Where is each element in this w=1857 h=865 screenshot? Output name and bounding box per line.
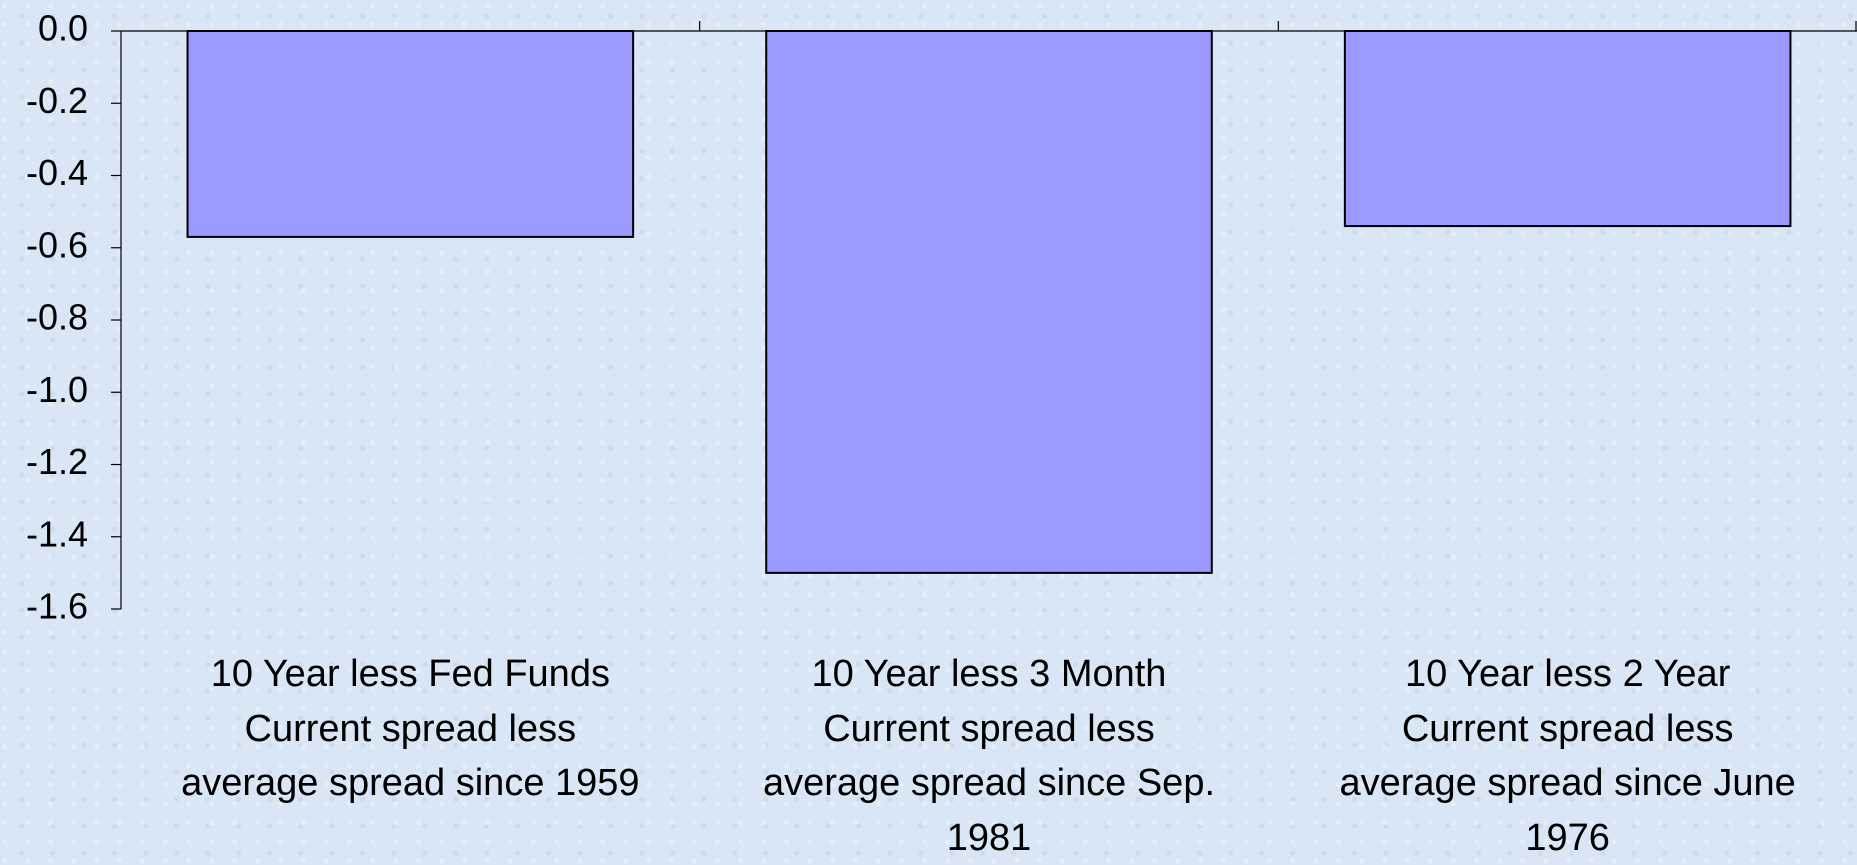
x-tick-label: 10 Year less 2 Year Current spread less … — [1339, 653, 1796, 859]
y-tick-label: -0.8 — [26, 297, 88, 338]
y-tick-label: -1.2 — [26, 441, 88, 482]
bar — [765, 30, 1213, 574]
y-tick-label: -1.0 — [26, 369, 88, 410]
y-tick-label: -1.6 — [26, 586, 88, 627]
x-tick-label: 10 Year less Fed Funds Current spread le… — [181, 653, 640, 804]
y-tick-label: -0.2 — [26, 80, 88, 121]
y-tick-label: -0.6 — [26, 224, 88, 265]
y-tick-label: 0.0 — [38, 8, 88, 49]
bar — [1343, 30, 1792, 228]
bar — [186, 30, 635, 238]
y-tick-label: -1.4 — [26, 513, 88, 554]
y-tick-label: -0.4 — [26, 152, 88, 193]
x-tick-label: 10 Year less 3 Month Current spread less… — [762, 653, 1216, 859]
